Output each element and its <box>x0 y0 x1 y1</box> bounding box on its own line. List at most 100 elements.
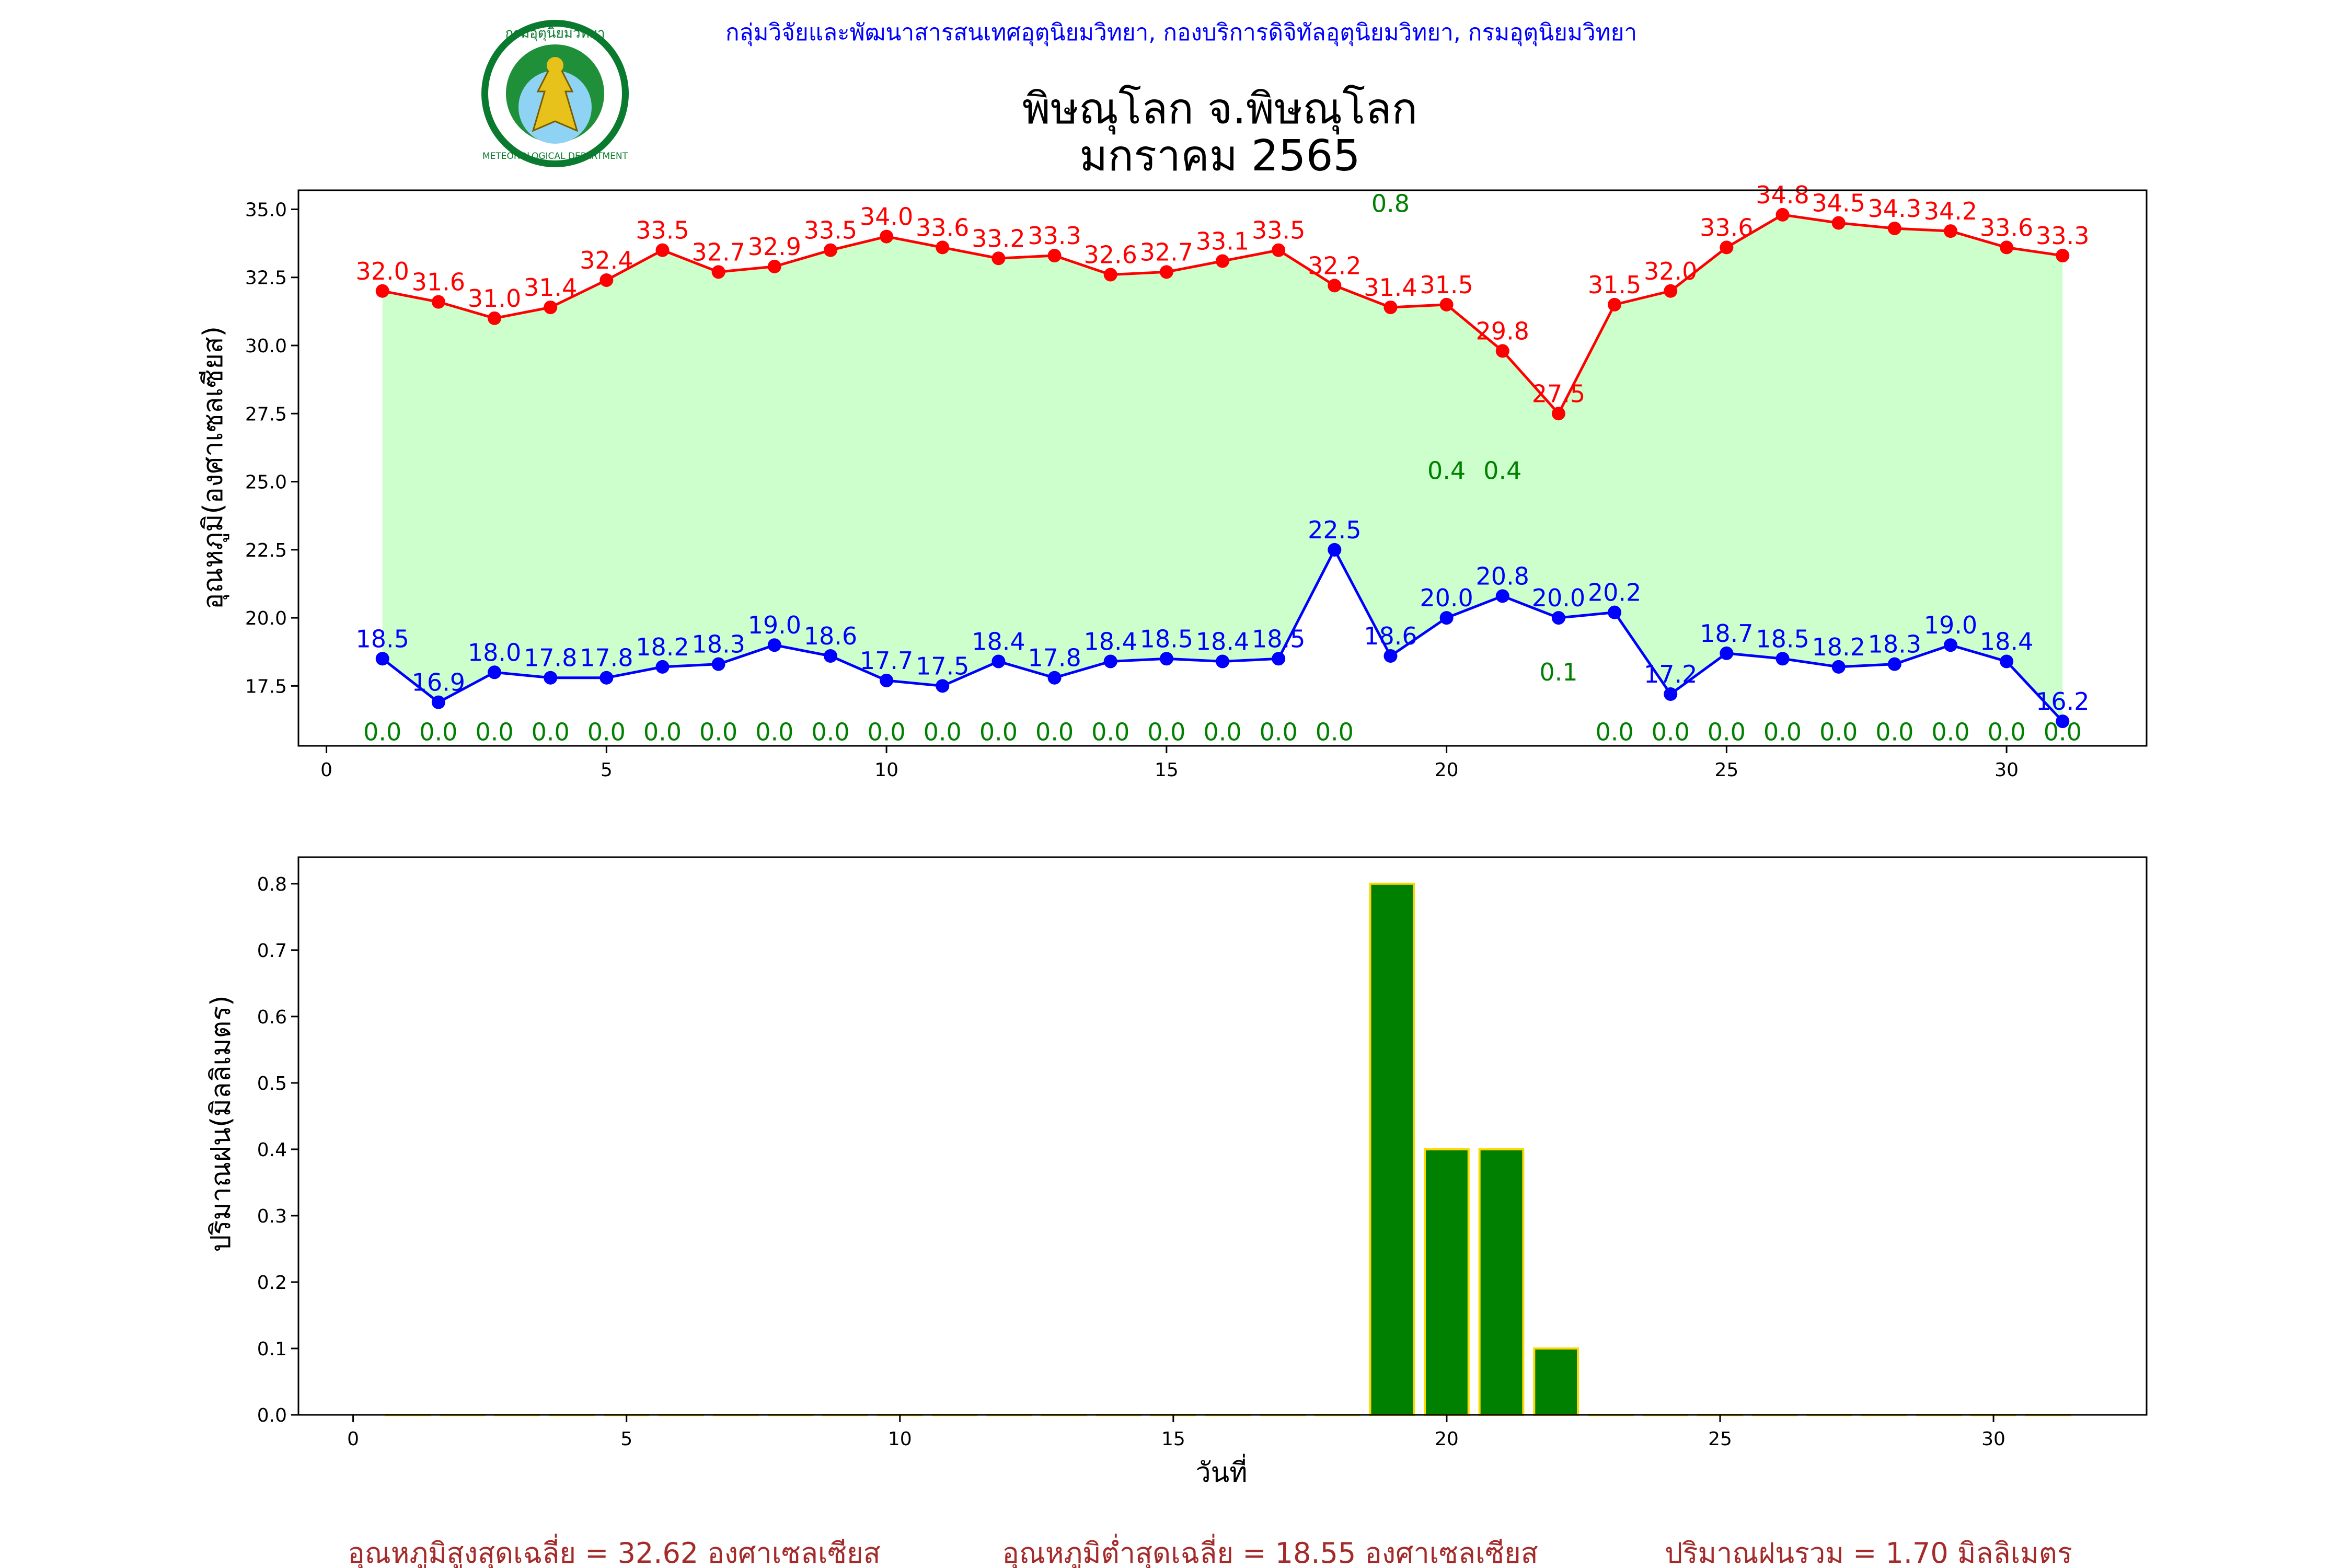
rain-label-day-13: 0.0 <box>1035 718 1074 746</box>
min-temp-label-day-26: 18.5 <box>1756 625 1809 653</box>
organization-text: กลุ่มวิจัยและพัฒนาสารสนเทศอุตุนิยมวิทยา,… <box>725 19 1637 47</box>
min-temp-label-day-17: 18.5 <box>1252 625 1305 653</box>
max-temp-label-day-18: 32.2 <box>1308 251 1361 280</box>
rain-label-day-8: 0.0 <box>755 718 793 746</box>
max-temp-label-day-16: 33.1 <box>1196 227 1249 255</box>
min-temp-point-day-29 <box>1943 638 1957 652</box>
max-temp-point-day-2 <box>431 295 445 309</box>
rainfall-y-tick-label: 0.3 <box>257 1206 287 1227</box>
max-temp-label-day-29: 34.2 <box>1924 197 1977 225</box>
max-temp-point-day-27 <box>1831 216 1846 230</box>
rain-label-day-27: 0.0 <box>1819 718 1858 746</box>
min-temp-label-day-10: 17.7 <box>860 647 913 675</box>
max-temp-point-day-10 <box>880 229 894 244</box>
min-temp-label-day-16: 18.4 <box>1196 627 1249 655</box>
min-temp-label-day-28: 18.3 <box>1868 630 1921 659</box>
max-temp-label-day-28: 34.3 <box>1868 194 1921 223</box>
rain-label-day-11: 0.0 <box>924 718 962 746</box>
max-temp-label-day-19: 31.4 <box>1364 273 1417 302</box>
temperature-x-tick-label: 15 <box>1155 759 1179 781</box>
max-temp-point-day-22 <box>1551 407 1565 421</box>
max-temp-label-day-4: 31.4 <box>524 273 577 302</box>
rain-label-day-20: 0.4 <box>1427 456 1466 485</box>
min-temp-label-day-15: 18.5 <box>1140 625 1193 653</box>
max-temp-point-day-31 <box>2056 249 2070 263</box>
rainfall-x-tick-label: 10 <box>888 1428 912 1450</box>
min-temp-point-day-30 <box>2000 654 2014 668</box>
max-temp-label-day-3: 31.0 <box>468 284 521 313</box>
min-temp-point-day-7 <box>711 657 725 671</box>
rainfall-y-tick-label: 0.1 <box>257 1339 287 1360</box>
min-temp-point-day-5 <box>599 671 614 685</box>
min-temp-point-day-15 <box>1159 652 1173 666</box>
min-temp-point-day-13 <box>1047 671 1062 685</box>
rain-label-day-19: 0.8 <box>1371 190 1410 218</box>
temperature-y-tick-label: 32.5 <box>245 268 287 289</box>
logo-deity-figure <box>532 55 579 132</box>
chart-title-line2: มกราคม 2565 <box>1079 131 1360 181</box>
min-temp-point-day-20 <box>1439 611 1454 625</box>
logo-deity-head <box>547 57 563 74</box>
max-temp-label-day-12: 33.2 <box>972 224 1025 252</box>
temperature-y-tick-label: 30.0 <box>245 336 287 357</box>
min-temp-label-day-7: 18.3 <box>691 630 745 659</box>
rain-label-day-31: 0.0 <box>2044 718 2082 746</box>
max-temp-label-day-17: 33.5 <box>1252 216 1305 245</box>
min-temp-point-day-21 <box>1495 589 1509 603</box>
max-temp-label-day-22: 27.5 <box>1532 379 1585 408</box>
min-temp-point-day-24 <box>1664 687 1678 701</box>
max-temp-label-day-14: 32.6 <box>1083 241 1137 269</box>
min-temp-label-day-4: 17.8 <box>524 644 577 672</box>
max-temp-label-day-15: 32.7 <box>1140 238 1193 266</box>
min-temp-point-day-9 <box>823 649 837 663</box>
temperature-x-tick-label: 20 <box>1435 759 1459 781</box>
rainfall-y-tick-label: 0.0 <box>257 1405 287 1426</box>
rain-label-day-3: 0.0 <box>475 718 513 746</box>
rain-label-day-14: 0.0 <box>1091 718 1129 746</box>
max-temp-label-day-21: 29.8 <box>1476 317 1529 345</box>
rain-label-day-9: 0.0 <box>811 718 849 746</box>
temperature-x-tick-label: 0 <box>320 759 332 781</box>
min-temp-label-day-27: 18.2 <box>1812 633 1865 661</box>
rain-label-day-21: 0.4 <box>1483 456 1521 485</box>
min-temp-point-day-22 <box>1551 611 1565 625</box>
rain-label-day-1: 0.0 <box>363 718 401 746</box>
rain-label-day-18: 0.0 <box>1316 718 1354 746</box>
min-temp-label-day-25: 18.7 <box>1700 619 1753 648</box>
temperature-axes-frame <box>297 189 2148 747</box>
max-temp-label-day-30: 33.6 <box>1980 213 2033 241</box>
max-temp-point-day-16 <box>1216 254 1229 268</box>
temperature-x-tick-label: 25 <box>1714 759 1738 781</box>
rainfall-y-axis-title: ปริมาณฝน(มิลลิเมตร) <box>205 995 237 1252</box>
min-temp-label-day-9: 18.6 <box>804 622 857 650</box>
footer-avg-min: อุณหภูมิต่ำสุดเฉลี่ย = 18.55 องศาเซลเซีย… <box>1002 1534 1538 1568</box>
temperature-chart: 32.0 18.5 31.6 16.9 31.0 18.0 31.4 17.8 32.4 17.8… <box>198 181 2148 781</box>
min-temp-label-day-5: 17.8 <box>580 644 633 672</box>
max-temp-label-day-25: 33.6 <box>1700 213 1753 241</box>
max-temp-label-day-6: 33.5 <box>636 216 689 245</box>
rain-label-day-22: 0.1 <box>1539 658 1577 686</box>
department-logo: กรมอุตุนิยมวิทยา METEOROLOGICAL DEPARTME… <box>481 20 629 167</box>
max-temp-point-day-15 <box>1159 265 1173 279</box>
rainfall-y-tick-label: 0.8 <box>257 874 287 895</box>
logo-text-bottom: METEOROLOGICAL DEPARTMENT <box>482 151 628 162</box>
min-temp-label-day-24: 17.2 <box>1644 660 1697 688</box>
rain-label-day-30: 0.0 <box>1988 718 2026 746</box>
max-temp-point-day-19 <box>1383 301 1398 315</box>
min-temp-point-day-11 <box>936 679 950 693</box>
min-temp-point-day-23 <box>1608 605 1622 619</box>
temperature-y-tick-label: 27.5 <box>245 403 287 425</box>
max-temp-point-day-30 <box>2000 240 2014 255</box>
rain-label-day-17: 0.0 <box>1260 718 1298 746</box>
rain-bar-day-20 <box>1424 1148 1470 1416</box>
max-temp-label-day-27: 34.5 <box>1812 189 1865 217</box>
max-temp-point-day-23 <box>1608 297 1622 312</box>
rain-label-day-4: 0.0 <box>532 718 570 746</box>
max-temp-label-day-31: 33.3 <box>2036 222 2089 250</box>
footer-total-rain: ปริมาณฝนรวม = 1.70 มิลลิเมตร <box>1665 1537 2072 1568</box>
min-temp-label-day-31: 16.2 <box>2036 687 2089 716</box>
max-temp-label-day-2: 31.6 <box>412 268 465 296</box>
min-temp-label-day-30: 18.4 <box>1980 627 2033 655</box>
max-temp-point-day-1 <box>375 284 389 298</box>
min-temp-label-day-23: 20.2 <box>1588 579 1641 607</box>
